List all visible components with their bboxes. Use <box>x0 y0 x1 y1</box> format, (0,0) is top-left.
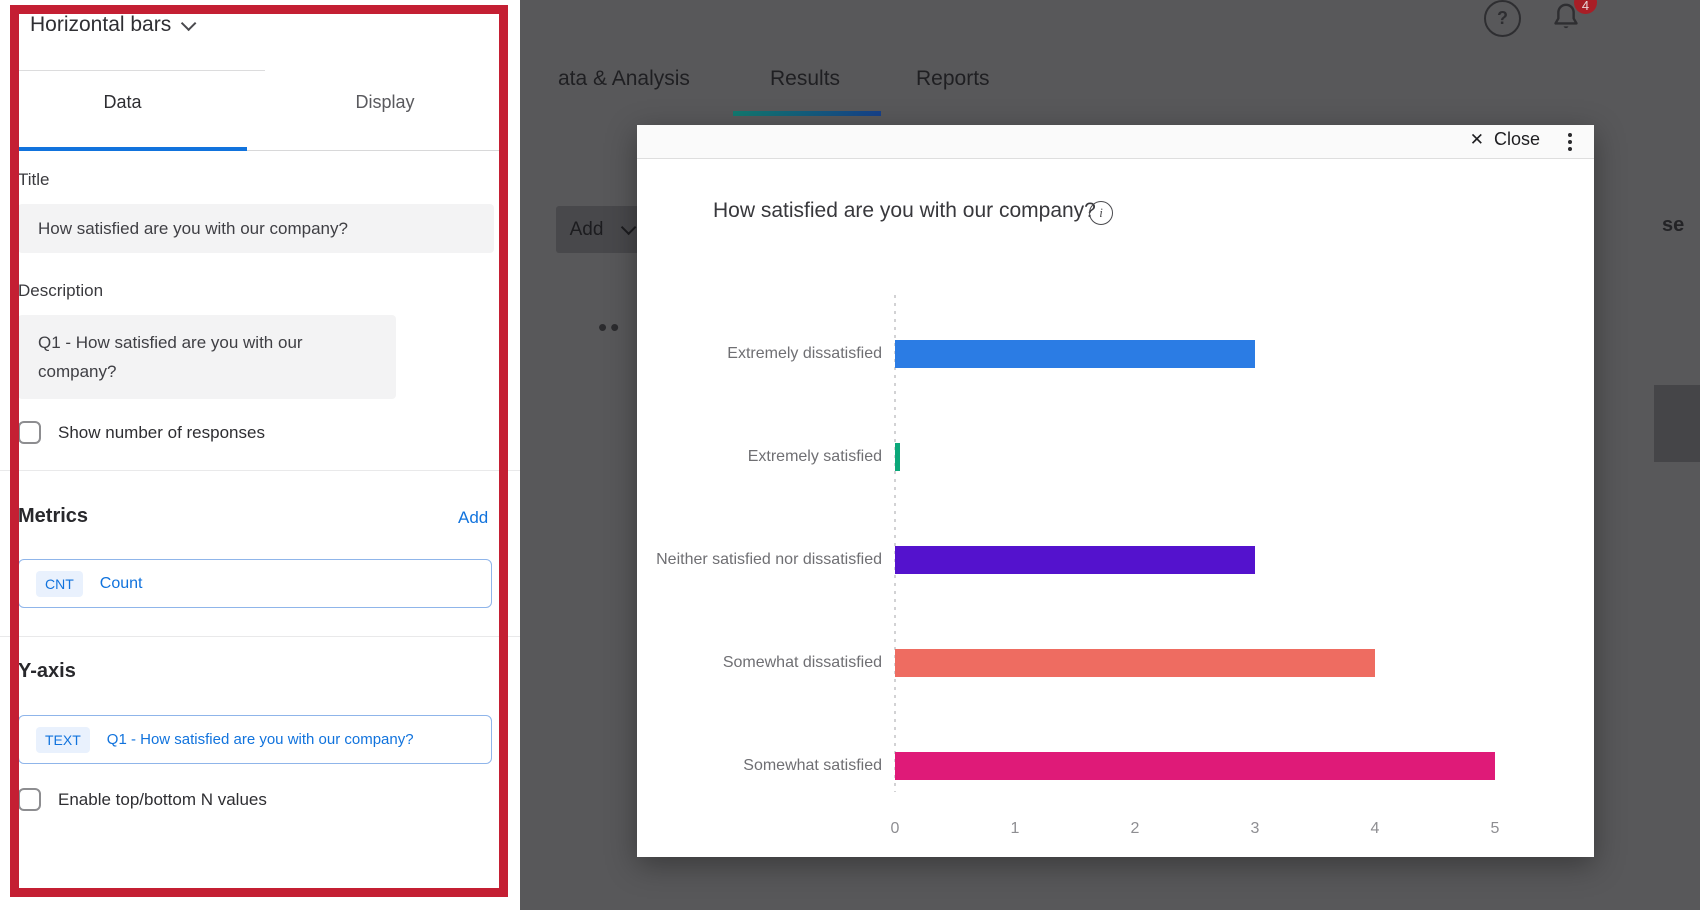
bar-label: Extremely dissatisfied <box>727 345 882 362</box>
active-tab-underline <box>733 111 881 116</box>
kebab-menu-icon[interactable] <box>1560 128 1580 156</box>
add-widget-label: Add <box>569 218 604 240</box>
description-input[interactable]: Q1 - How satisfied are you with our comp… <box>18 315 396 399</box>
info-icon[interactable]: i <box>1089 201 1113 225</box>
bar-2 <box>895 443 900 471</box>
description-field-label: Description <box>18 281 104 300</box>
nav-tab-results[interactable]: Results <box>770 67 841 90</box>
notification-count-badge: 4 <box>1574 0 1597 14</box>
yaxis-type-badge: TEXT <box>36 726 90 753</box>
chart-settings-panel: Horizontal bars Data Display Title Descr… <box>0 0 520 910</box>
clipped-background-text: se <box>1662 214 1685 236</box>
topbottom-checkbox[interactable] <box>18 788 41 811</box>
add-widget-button[interactable]: Add <box>556 206 646 253</box>
metric-chip-count[interactable]: CNT Count <box>18 559 492 608</box>
bar-label: Extremely satisfied <box>747 448 882 465</box>
topbottom-label: Enable top/bottom N values <box>58 790 267 809</box>
help-icon[interactable]: ? <box>1484 0 1521 37</box>
chevron-down-icon <box>621 219 637 236</box>
bar-label: Somewhat dissatisfied <box>722 654 882 671</box>
yaxis-chip[interactable]: TEXT Q1 - How satisfied are you with our… <box>18 715 492 764</box>
show-responses-checkbox[interactable] <box>18 421 41 444</box>
close-button[interactable]: ✕ Close <box>1470 129 1540 150</box>
chart-preview-modal: ✕ Close How satisfied are you with our c… <box>637 125 1594 857</box>
metrics-add-link[interactable]: Add <box>458 508 489 527</box>
x-tick-label: 4 <box>1370 820 1380 837</box>
bar-3 <box>895 546 1255 574</box>
background-panel-fragment <box>1654 385 1700 462</box>
chart-title: How satisfied are you with our company? <box>713 199 1096 222</box>
tab-divider <box>13 150 500 151</box>
tab-display[interactable]: Display <box>355 92 415 112</box>
nav-tab-reports[interactable]: Reports <box>916 67 990 90</box>
metric-name: Count <box>99 574 143 592</box>
metric-type-badge: CNT <box>36 570 83 597</box>
x-tick-label: 1 <box>1010 820 1020 837</box>
title-input[interactable] <box>18 204 494 253</box>
x-tick-label: 0 <box>890 820 900 837</box>
title-field-label: Title <box>18 170 50 189</box>
bar-5 <box>895 752 1495 780</box>
show-responses-label: Show number of responses <box>58 423 265 442</box>
divider <box>0 636 520 637</box>
divider <box>13 70 265 71</box>
overflow-menu-icon[interactable]: •• <box>598 312 623 342</box>
zero-axis-line <box>894 295 896 792</box>
bar-1 <box>895 340 1255 368</box>
chevron-down-icon <box>181 15 197 32</box>
x-tick-label: 3 <box>1250 820 1260 837</box>
active-tab-indicator <box>13 147 247 151</box>
metrics-heading: Metrics <box>18 505 89 527</box>
nav-tab-data-analysis[interactable]: ata & Analysis <box>558 67 690 90</box>
modal-header: ✕ Close <box>637 125 1594 159</box>
notifications-bell-icon[interactable] <box>1548 0 1584 36</box>
close-icon: ✕ <box>1469 129 1484 149</box>
bar-label: Somewhat satisfied <box>743 757 882 774</box>
chart-type-label: Horizontal bars <box>30 13 172 36</box>
chart-type-selector[interactable]: Horizontal bars <box>30 13 197 37</box>
yaxis-heading: Y-axis <box>18 660 76 682</box>
bar-label: Neither satisfied nor dissatisfied <box>656 551 882 568</box>
divider <box>0 470 520 471</box>
x-tick-label: 2 <box>1130 820 1140 837</box>
bar-4 <box>895 649 1375 677</box>
close-label: Close <box>1493 129 1540 149</box>
yaxis-field-name: Q1 - How satisfied are you with our comp… <box>106 731 414 748</box>
tab-data[interactable]: Data <box>103 92 142 112</box>
x-tick-label: 5 <box>1490 820 1500 837</box>
